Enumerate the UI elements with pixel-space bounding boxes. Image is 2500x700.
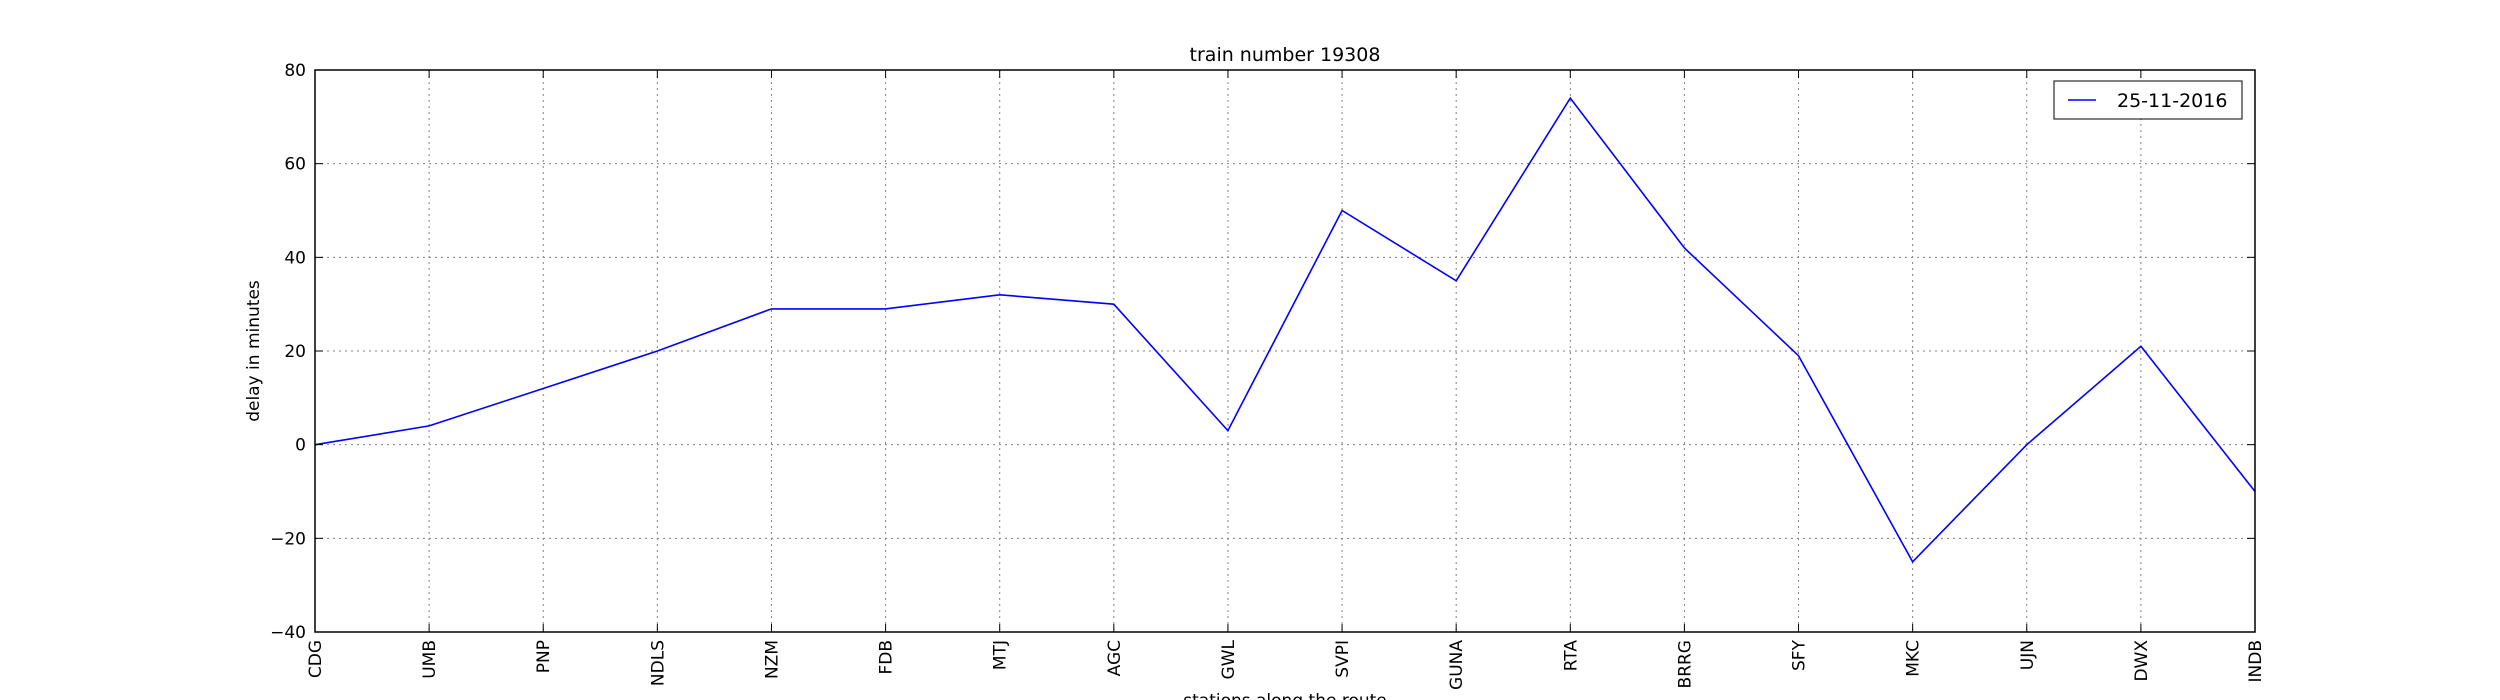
y-tick-label: 60 xyxy=(284,155,306,175)
x-tick-label-gwl: GWL xyxy=(1219,639,1239,679)
x-tick-label-ndls: NDLS xyxy=(648,640,668,686)
y-tick-label: −40 xyxy=(270,623,306,643)
chart-title: train number 19308 xyxy=(1190,44,1381,66)
y-tick-label: 80 xyxy=(284,61,306,81)
x-tick-label-dwx: DWX xyxy=(2132,640,2152,682)
x-tick-label-indb: INDB xyxy=(2246,640,2266,682)
y-tick-label: 20 xyxy=(284,342,306,362)
x-tick-label-pnp: PNP xyxy=(534,640,554,673)
plot-frame xyxy=(314,69,2256,633)
x-tick-label-mtj: MTJ xyxy=(991,640,1011,670)
ticks-layer: −40 −20 0 20 40 60 80 CDG UMB PNP NDLS NZM FDB MTJ AGC… xyxy=(270,61,2266,690)
legend: 25-11-2016 xyxy=(2053,80,2243,120)
x-tick-label-mkc: MKC xyxy=(1904,640,1924,677)
x-tick-label-cdg: CDG xyxy=(306,640,326,678)
x-axis-label: stations along the route xyxy=(1183,691,1387,700)
legend-label: 25-11-2016 xyxy=(2117,90,2227,112)
x-tick-label-umb: UMB xyxy=(420,640,440,679)
x-tick-label-sfy: SFY xyxy=(1790,639,1810,671)
x-tick-label-agc: AGC xyxy=(1105,640,1125,676)
y-tick-label: −20 xyxy=(270,529,306,549)
y-tick-label: 40 xyxy=(284,248,306,268)
x-tick-label-brrg: BRRG xyxy=(1675,640,1695,688)
x-tick-label-nzm: NZM xyxy=(762,640,782,679)
grid-layer xyxy=(315,70,2255,632)
x-tick-label-rta: RTA xyxy=(1561,640,1581,672)
y-axis-label: delay in minutes xyxy=(244,280,264,422)
series-layer xyxy=(314,96,2256,564)
x-tick-label-guna: GUNA xyxy=(1447,640,1467,690)
series-line xyxy=(314,96,2256,564)
x-tick-label-fdb: FDB xyxy=(877,640,897,675)
x-tick-label-svpi: SVPI xyxy=(1333,640,1353,678)
x-tick-label-ujn: UJN xyxy=(2018,640,2038,670)
y-tick-label: 0 xyxy=(295,436,306,456)
